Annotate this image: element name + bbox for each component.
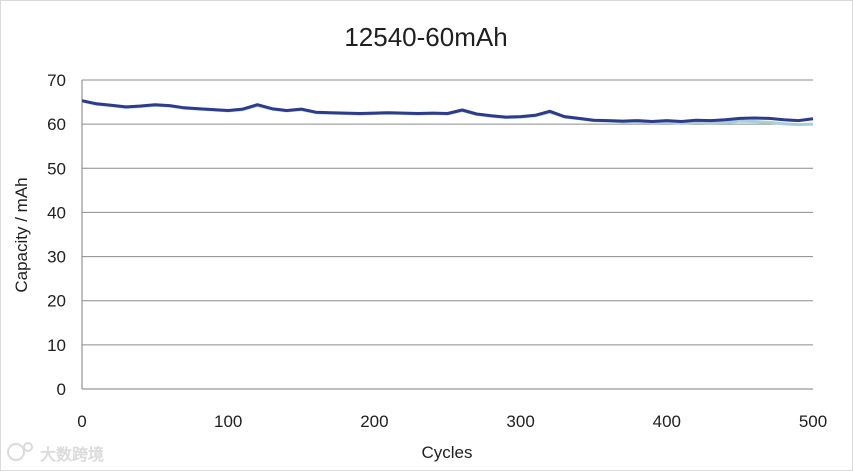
watermark: 大数跨境 [7, 442, 104, 464]
x-tick-label: 300 [506, 412, 534, 431]
y-tick-label: 70 [47, 71, 66, 90]
series-line-2 [81, 99, 814, 123]
y-tick-label: 20 [47, 292, 66, 311]
gridlines [81, 79, 813, 390]
y-tick-label: 50 [47, 159, 66, 178]
x-tick-labels: 0 100 200 300 400 500 [77, 412, 827, 431]
y-tick-label: 10 [47, 336, 66, 355]
y-tick-label: 0 [57, 380, 66, 399]
y-axis-label: Capacity / mAh [12, 177, 31, 292]
x-tick-label: 100 [214, 412, 242, 431]
y-tick-labels: 0 10 20 30 40 50 60 70 [47, 71, 66, 399]
x-tick-label: 500 [799, 412, 827, 431]
x-axis-label: Cycles [421, 443, 472, 462]
watermark-text: 大数跨境 [40, 445, 104, 464]
x-tick-label: 0 [77, 412, 86, 431]
series-layer [81, 99, 814, 127]
y-tick-label: 40 [47, 203, 66, 222]
x-tick-label: 200 [360, 412, 388, 431]
y-tick-label: 30 [47, 248, 66, 267]
brand-logo-icon [7, 442, 33, 461]
x-tick-label: 400 [653, 412, 681, 431]
chart-title: 12540-60mAh [344, 22, 507, 52]
y-tick-label: 60 [47, 115, 66, 134]
